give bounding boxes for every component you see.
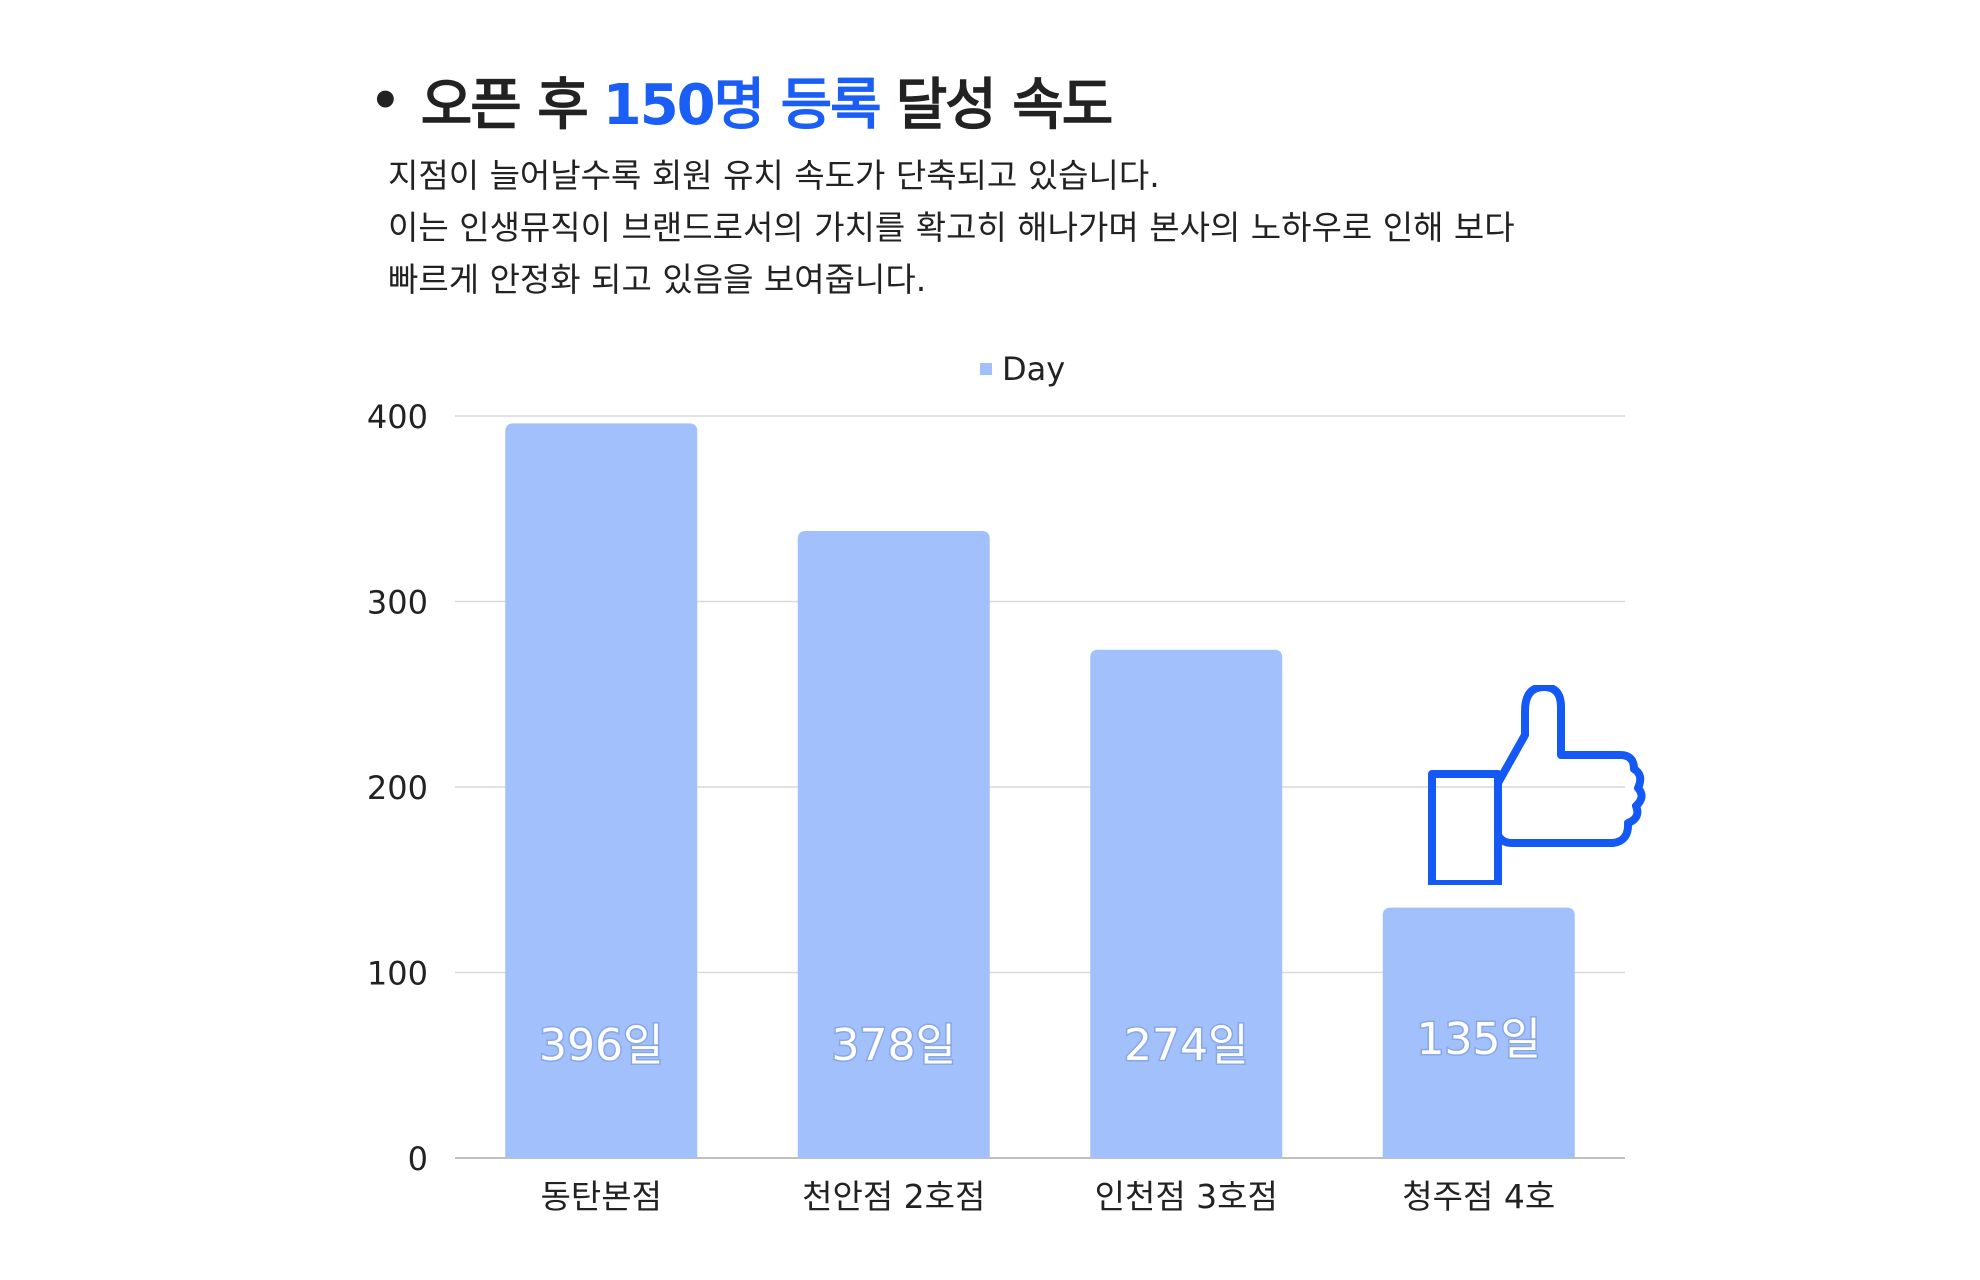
title-prefix: 오픈 후 xyxy=(420,73,589,138)
data-label: 396일 xyxy=(539,1020,663,1071)
x-axis-labels: 동탄본점 천안점 2호점 인천점 3호점 청주점 4호 xyxy=(541,1177,1556,1216)
y-axis-labels: 0 100 200 300 400 xyxy=(367,398,428,1178)
chart-bars xyxy=(505,423,1575,1158)
data-labels: 396일 378일 274일 135일 xyxy=(538,1013,1543,1073)
page-title: • 오픈 후 150명 등록 달성 속도 xyxy=(370,60,1114,141)
bar xyxy=(505,423,698,1158)
x-tick-label: 청주점 4호 xyxy=(1402,1177,1555,1216)
legend-label: Day xyxy=(1002,350,1065,388)
thumbs-up-icon xyxy=(1428,685,1646,885)
bar xyxy=(1090,649,1283,1158)
y-tick-label: 200 xyxy=(367,769,428,807)
description-line-3: 빠르게 안정화 되고 있음을 보여줍니다. xyxy=(388,260,927,299)
title-bullet: • xyxy=(370,72,401,129)
x-tick-label: 동탄본점 xyxy=(541,1177,662,1216)
title-highlight: 150명 등록 xyxy=(602,73,882,138)
data-label: 135일 xyxy=(1417,1014,1541,1065)
description-line-1: 지점이 늘어날수록 회원 유치 속도가 단축되고 있습니다. xyxy=(388,156,1160,195)
y-tick-label: 0 xyxy=(408,1140,428,1178)
y-tick-label: 300 xyxy=(367,584,428,622)
title-suffix: 달성 속도 xyxy=(895,73,1114,138)
x-tick-label: 천안점 2호점 xyxy=(802,1177,985,1216)
legend-swatch xyxy=(980,363,992,375)
y-tick-label: 100 xyxy=(367,955,428,993)
description-line-2: 이는 인생뮤직이 브랜드로서의 가치를 확고히 해나가며 본사의 노하우로 인해… xyxy=(388,208,1515,247)
chart-legend: Day xyxy=(980,350,1065,388)
bar xyxy=(1382,907,1575,1158)
x-tick-label: 인천점 3호점 xyxy=(1095,1177,1278,1216)
bar xyxy=(797,531,990,1158)
data-label: 274일 xyxy=(1124,1020,1248,1071)
y-tick-label: 400 xyxy=(367,398,428,436)
data-label: 378일 xyxy=(832,1020,956,1071)
description: 지점이 늘어날수록 회원 유치 속도가 단축되고 있습니다. 이는 인생뮤직이 … xyxy=(388,150,1728,306)
